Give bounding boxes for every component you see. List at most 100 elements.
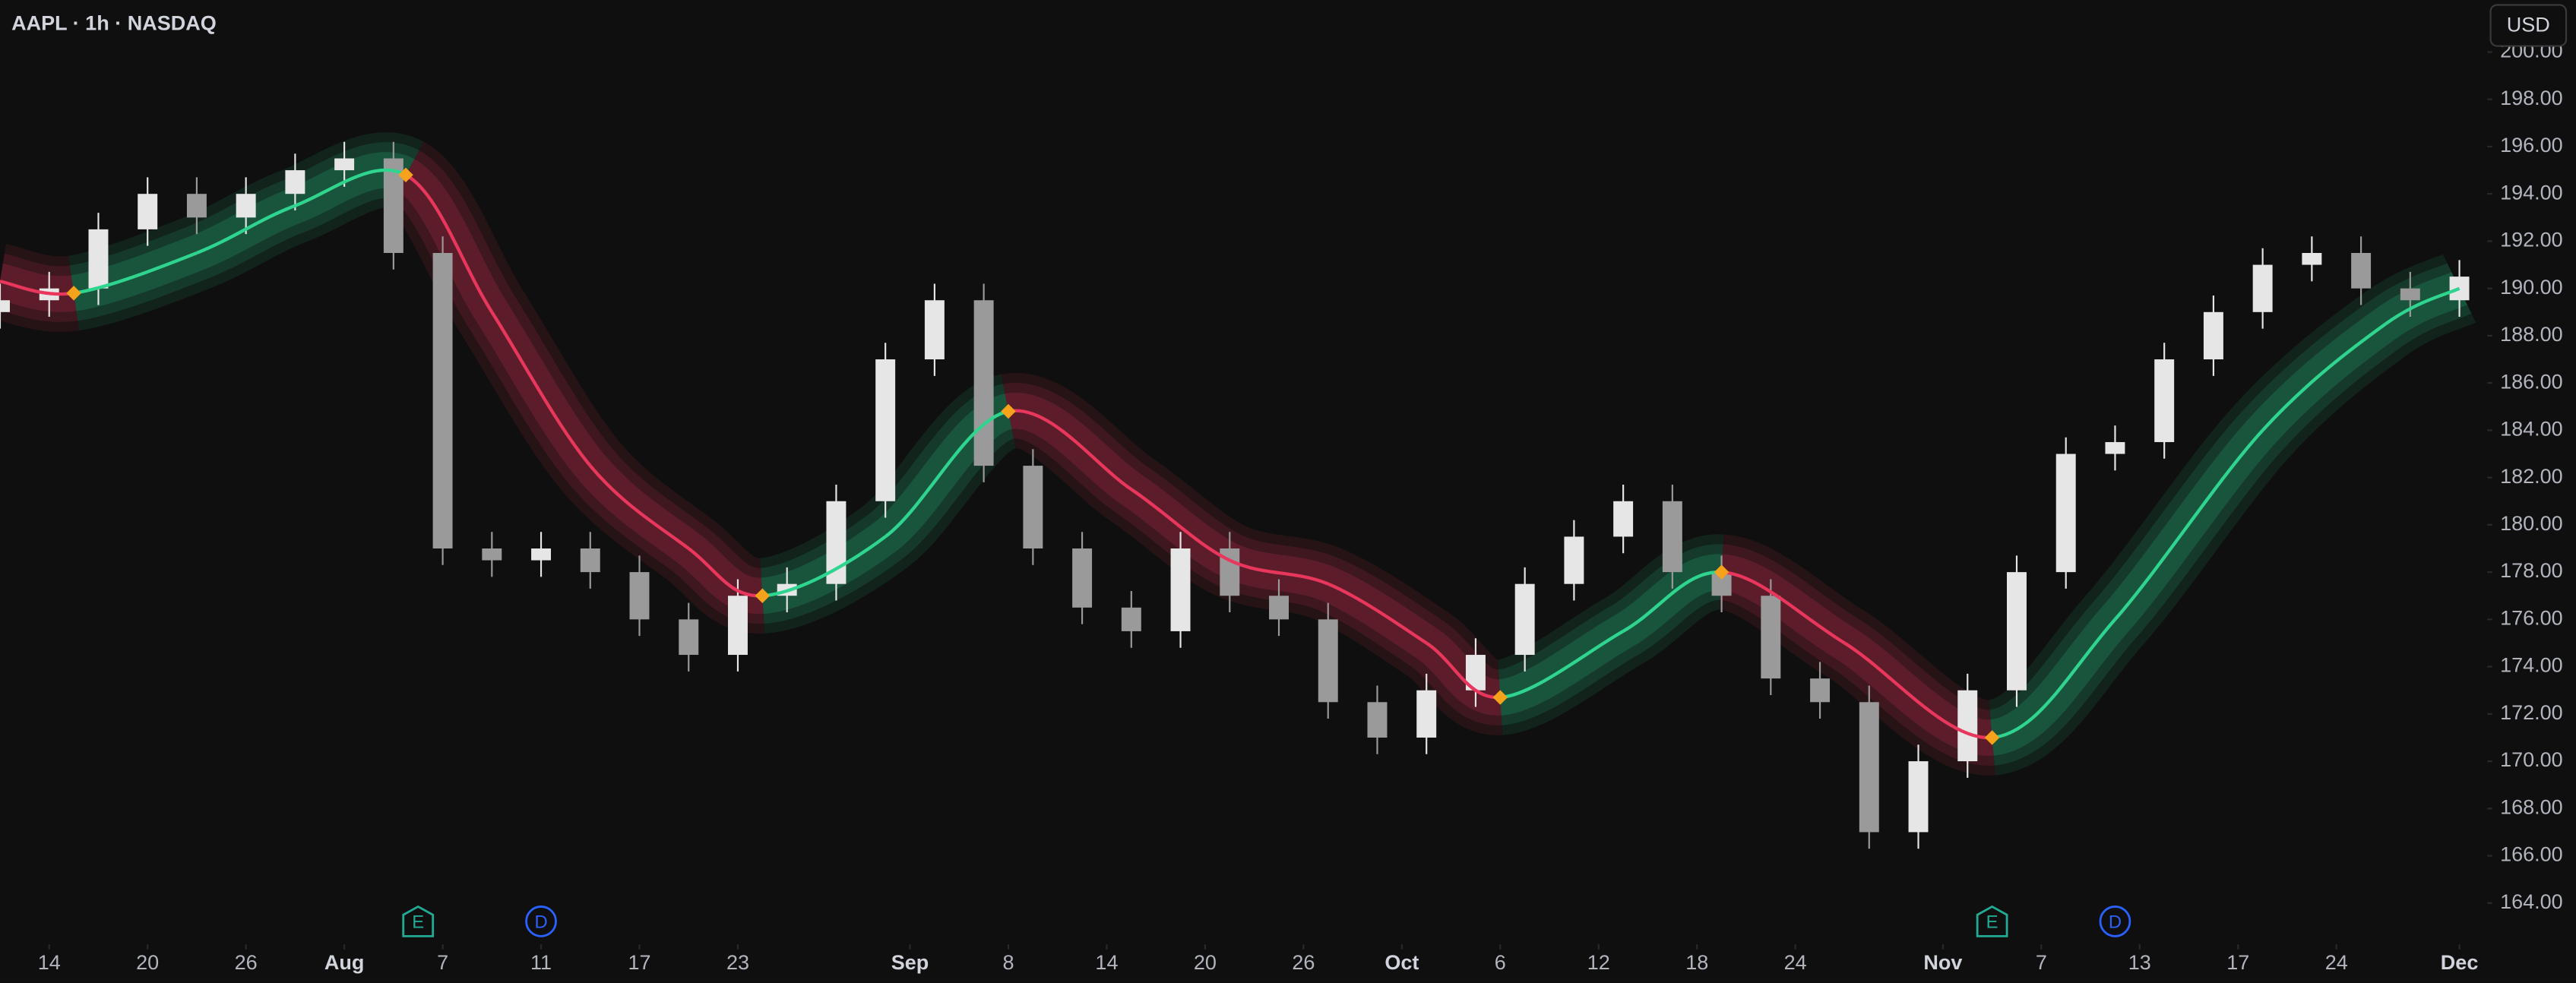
x-tick-label: 18 xyxy=(1685,951,1708,974)
y-tick-label: 164.00 xyxy=(2500,890,2563,913)
y-tick-label: 178.00 xyxy=(2500,559,2563,582)
candle-body xyxy=(629,572,650,620)
plot-area: 164.00 166.00 168.00 170.00 172.00 174.00 176.… xyxy=(0,40,2563,974)
x-tick-label: Dec xyxy=(2441,951,2479,974)
x-tick-label: Sep xyxy=(891,951,929,974)
basis-line xyxy=(490,311,592,467)
candle-body xyxy=(138,194,158,229)
candle-body xyxy=(482,548,502,561)
y-tick-label: 174.00 xyxy=(2500,654,2563,677)
candle-body xyxy=(679,619,699,656)
x-tick-label: 17 xyxy=(628,951,650,974)
candle-body xyxy=(1662,501,1682,573)
basis-line xyxy=(0,280,74,296)
candle-body xyxy=(2055,454,2076,573)
x-tick-label: 24 xyxy=(1784,951,1807,974)
x-tick-label: 8 xyxy=(1002,951,1014,974)
candle-body xyxy=(1416,690,1437,738)
y-tick-label: 192.00 xyxy=(2500,229,2563,251)
candle-body xyxy=(1613,501,1634,537)
event-badge xyxy=(525,906,557,937)
y-tick-label: 198.00 xyxy=(2500,87,2563,109)
y-tick-label: 170.00 xyxy=(2500,748,2563,771)
symbol-header: AAPL · 1h · NASDAQ xyxy=(11,12,217,35)
candle-body xyxy=(1367,702,1388,738)
basis-line xyxy=(73,251,198,296)
x-tick-label: 26 xyxy=(1292,951,1315,974)
candle-body xyxy=(1269,596,1289,620)
pivot-marker xyxy=(66,286,81,301)
basis-line xyxy=(1229,558,1329,586)
x-tick-label: 26 xyxy=(235,951,258,974)
candle-body xyxy=(2400,288,2420,301)
event-label: E xyxy=(412,912,424,932)
candle-body xyxy=(432,253,453,548)
candle-body xyxy=(0,300,10,312)
candle-body xyxy=(924,300,945,360)
x-tick-label: 11 xyxy=(530,951,552,974)
y-tick-label: 172.00 xyxy=(2500,701,2563,724)
candle-body xyxy=(1761,596,1781,679)
event-badge xyxy=(2099,906,2131,937)
y-tick-label: 176.00 xyxy=(2500,606,2563,629)
event-label: D xyxy=(534,912,547,932)
candle-body xyxy=(2154,359,2175,442)
x-tick-label: 20 xyxy=(1194,951,1217,974)
y-tick-label: 196.00 xyxy=(2500,134,2563,156)
x-tick-label: 6 xyxy=(1495,951,1506,974)
candle-body xyxy=(2449,277,2470,301)
candle-body xyxy=(1318,619,1338,703)
basis-line xyxy=(2113,428,2264,621)
candle-body xyxy=(88,229,109,289)
currency-button-frame[interactable] xyxy=(2489,4,2568,47)
candle-body xyxy=(334,158,355,171)
y-tick-label: 180.00 xyxy=(2500,512,2563,535)
basis-line xyxy=(2385,286,2460,326)
candle-body xyxy=(2252,264,2273,312)
candle-body xyxy=(580,548,600,573)
x-tick-label: 24 xyxy=(2325,951,2348,974)
basis-line xyxy=(1622,570,1722,633)
basis-line xyxy=(2261,322,2387,431)
candle-body xyxy=(531,548,552,561)
currency-button[interactable]: USD xyxy=(2489,4,2568,47)
candle-body xyxy=(1121,607,1141,631)
x-tick-label: Nov xyxy=(1923,951,1962,974)
basis-line xyxy=(589,464,690,550)
candle-body xyxy=(1957,690,1978,762)
y-tick-label: 186.00 xyxy=(2500,370,2563,393)
x-tick-label: 20 xyxy=(136,951,159,974)
basis-line xyxy=(1992,618,2117,740)
basis-line xyxy=(1008,409,1133,491)
x-tick-label: 23 xyxy=(726,951,749,974)
x-tick-label: 14 xyxy=(38,951,61,974)
candle-body xyxy=(1170,548,1191,631)
basis-line xyxy=(687,547,763,598)
candle-body xyxy=(973,300,994,466)
candle-body xyxy=(2007,572,2027,691)
candle-body xyxy=(1810,678,1831,703)
y-tick-label: 184.00 xyxy=(2500,418,2563,441)
x-tick-label: 17 xyxy=(2226,951,2249,974)
pivot-marker xyxy=(1001,403,1016,419)
candle-body xyxy=(875,359,896,501)
y-tick-label: 190.00 xyxy=(2500,276,2563,299)
basis-line xyxy=(1721,570,1846,645)
candle-body xyxy=(1072,548,1093,608)
x-tick-label: 7 xyxy=(437,951,448,974)
candle-body xyxy=(1564,536,1584,584)
basis-line xyxy=(1327,582,1428,645)
basis-line xyxy=(1843,641,1992,740)
candle-body xyxy=(285,170,305,194)
x-tick-label: 14 xyxy=(1095,951,1118,974)
candle-body xyxy=(2302,253,2322,265)
basis-line xyxy=(196,204,296,255)
currency-label[interactable]: USD xyxy=(2507,14,2550,36)
basis-line xyxy=(1426,641,1501,700)
candle-body xyxy=(1023,466,1043,548)
x-tick-label: 7 xyxy=(2036,951,2047,974)
candle-body xyxy=(2351,253,2372,289)
x-tick-label: Aug xyxy=(324,951,365,974)
basis-line xyxy=(884,409,1009,539)
basis-line xyxy=(762,535,887,598)
